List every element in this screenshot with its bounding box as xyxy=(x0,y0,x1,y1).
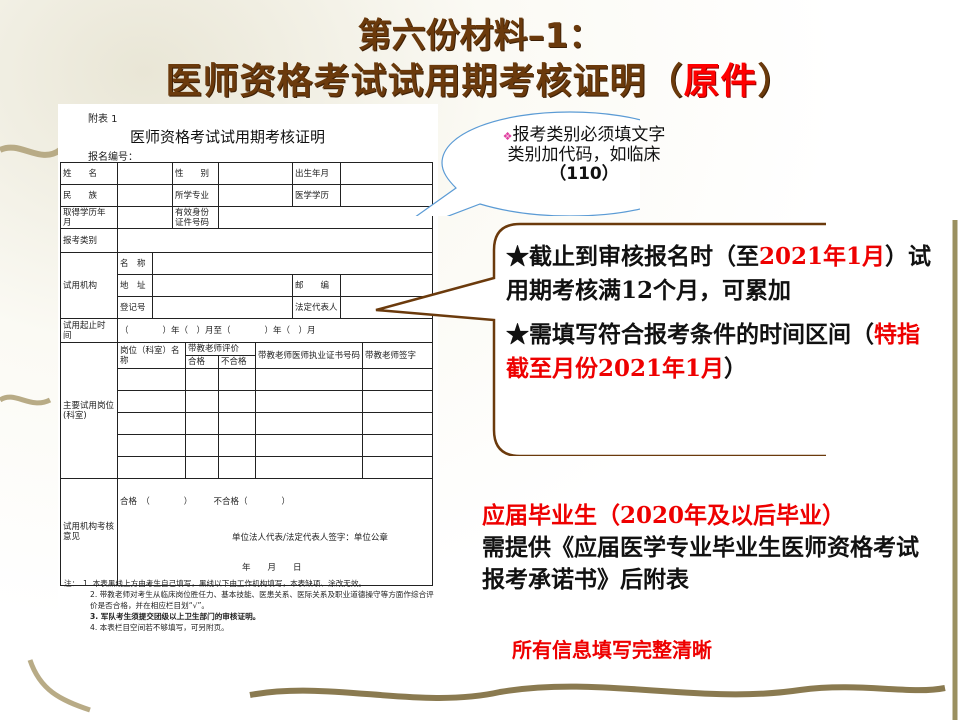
label-category: 报考类别 xyxy=(60,228,118,253)
cert-cell[interactable] xyxy=(255,412,364,435)
pass-cell[interactable] xyxy=(184,390,220,413)
label-major: 所学专业 xyxy=(171,184,220,207)
post-cell[interactable] xyxy=(117,390,186,413)
graduate-line1: 应届毕业生（2020年及以后毕业） xyxy=(482,502,846,529)
cert-cell[interactable] xyxy=(255,368,364,391)
highlight: 2021年1月 xyxy=(759,243,886,270)
field-reg-num[interactable] xyxy=(151,296,294,319)
graduate-line2: 需提供《应届医学专业毕业生医师资格考试报考承诺书》后附表 xyxy=(482,534,919,593)
header-fail: 不合格 xyxy=(218,355,257,369)
speech-bubble xyxy=(415,111,640,216)
label-inst-addr: 地 址 xyxy=(117,274,153,297)
text: ★需填写符合报考条件的时间区间（ xyxy=(506,321,874,348)
label-inst-name: 名 称 xyxy=(117,252,153,275)
fail-cell[interactable] xyxy=(218,368,257,391)
bubble-line2: 类别加代码，如临床 xyxy=(507,145,661,165)
label-reg-num: 登记号 xyxy=(117,296,153,319)
field-degree-date[interactable] xyxy=(117,206,173,229)
header-post-name: 岗位（科室）名 称 xyxy=(117,342,186,369)
slide-title-line2: 医师资格考试试用期考核证明（原件） xyxy=(0,52,960,104)
diamond-bullet-icon: ❖ xyxy=(502,130,513,143)
title-highlight: 原件 xyxy=(683,61,758,102)
label-legal-rep: 法定代表人 xyxy=(292,296,342,319)
header-teacher-sign: 带教老师签字 xyxy=(362,342,434,369)
label-birth: 出生年月 xyxy=(292,162,342,185)
post-cell[interactable] xyxy=(117,434,186,457)
header-pass: 合格 xyxy=(184,355,220,369)
pass-cell[interactable] xyxy=(184,456,220,479)
label-postcode: 邮 编 xyxy=(292,274,342,297)
field-opinion[interactable]: 合格 （ ） 不合格（ ） 单位法人代表/法定代表人签字：单位公章 年 月 日 xyxy=(116,478,434,586)
callout-item-2: ★需填写符合报考条件的时间区间（特指截至月份2021年1月） xyxy=(506,318,934,386)
note-3: 3. 军队考生须提交团级以上卫生部门的审核证明。 xyxy=(90,612,261,621)
title-suffix: ） xyxy=(757,61,795,102)
post-cell[interactable] xyxy=(117,412,186,435)
bubble-line1: 报考类别必须填文字 xyxy=(512,125,666,145)
post-cell[interactable] xyxy=(117,456,186,479)
callout-text: ★截止到审核报名时（至2021年1月）试用期考核满12个月，可累加 ★需填写符合… xyxy=(506,240,934,396)
pass-cell[interactable] xyxy=(184,434,220,457)
label-name: 姓 名 xyxy=(60,162,118,185)
header-teacher-eval: 带教老师评价 xyxy=(184,342,257,356)
label-ethnic: 民 族 xyxy=(60,184,118,207)
cert-cell[interactable] xyxy=(255,434,364,457)
form-table: 姓 名 性 别 出生年月 民 族 所学专业 医学学历 取得学历年 月 有效身份证… xyxy=(60,162,434,586)
field-category[interactable] xyxy=(116,228,434,253)
pass-cell[interactable] xyxy=(184,412,220,435)
bubble-text: ❖报考类别必须填文字 类别加代码，如临床 （110） xyxy=(466,126,702,184)
form-title: 医师资格考试试用期考核证明 xyxy=(130,128,326,146)
label-degree: 医学学历 xyxy=(292,184,342,207)
fail-cell[interactable] xyxy=(218,412,257,435)
opinion-sign: 单位法人代表/法定代表人签字：单位公章 xyxy=(232,533,388,543)
post-cell[interactable] xyxy=(117,368,186,391)
field-ethnic[interactable] xyxy=(117,184,173,207)
opinion-pass-fail: 合格 （ ） 不合格（ ） xyxy=(120,497,291,507)
label-degree-date: 取得学历年 月 xyxy=(60,206,118,229)
note-2: 2. 带教老师对考生从临床岗位胜任力、基本技能、医患关系、医际关系及职业道德操守… xyxy=(90,590,434,610)
slide-title-line1: 第六份材料–1： xyxy=(357,16,603,56)
text: ） xyxy=(724,355,748,382)
text: ）试用期考核满12个月，可累加 xyxy=(506,243,932,304)
field-gender[interactable] xyxy=(218,162,294,185)
cert-cell[interactable] xyxy=(255,456,364,479)
bubble-line3: （110） xyxy=(549,164,619,184)
field-major[interactable] xyxy=(218,184,294,207)
opinion-date: 年 月 日 xyxy=(242,563,302,573)
footer-note: 所有信息填写完整清晰 xyxy=(512,638,712,662)
graduate-note: 应届毕业生（2020年及以后毕业） 需提供《应届医学专业毕业生医师资格考试报考承… xyxy=(482,500,922,596)
form-notes: 注： 1. 本表黑线上方由考生自己填写，黑线以下由工作机构填写，本表缺项、涂改无… xyxy=(64,578,436,633)
form-document: 附表 1 医师资格考试试用期考核证明 报名编号： 姓 名 性 别 出生年月 民 … xyxy=(58,104,438,652)
label-opinion: 试用机构考核意见 xyxy=(60,478,118,586)
pass-cell[interactable] xyxy=(184,368,220,391)
text: ★截止到审核报名时（至 xyxy=(506,243,759,270)
fail-cell[interactable] xyxy=(218,434,257,457)
note-1: 注： 1. 本表黑线上方由考生自己填写，黑线以下由工作机构填写，本表缺项、涂改无… xyxy=(64,579,367,588)
attachment-label: 附表 1 xyxy=(88,114,118,125)
cert-cell[interactable] xyxy=(255,390,364,413)
title-text: 医师资格考试试用期考核证明（ xyxy=(165,61,684,102)
field-inst-addr[interactable] xyxy=(151,274,294,297)
callout-item-1: ★截止到审核报名时（至2021年1月）试用期考核满12个月，可累加 xyxy=(506,240,934,308)
field-name[interactable] xyxy=(117,162,173,185)
label-institution: 试用机构 xyxy=(60,252,118,319)
highlight: 特指截至月份2021年1月 xyxy=(506,321,920,382)
label-gender: 性 别 xyxy=(171,162,220,185)
fail-cell[interactable] xyxy=(218,390,257,413)
fail-cell[interactable] xyxy=(218,456,257,479)
label-posts: 主要试用岗位(科室) xyxy=(60,342,118,479)
note-4: 4. 本表栏目空间若不够填写，可另附页。 xyxy=(90,623,229,632)
sign-cell[interactable] xyxy=(362,456,434,479)
header-teacher-cert: 带教老师医师执业证书号码 xyxy=(255,342,364,369)
label-period: 试用起止时 间 xyxy=(60,318,118,343)
label-id-no: 有效身份证件号码 xyxy=(171,206,220,229)
reg-no-label: 报名编号： xyxy=(88,152,138,163)
